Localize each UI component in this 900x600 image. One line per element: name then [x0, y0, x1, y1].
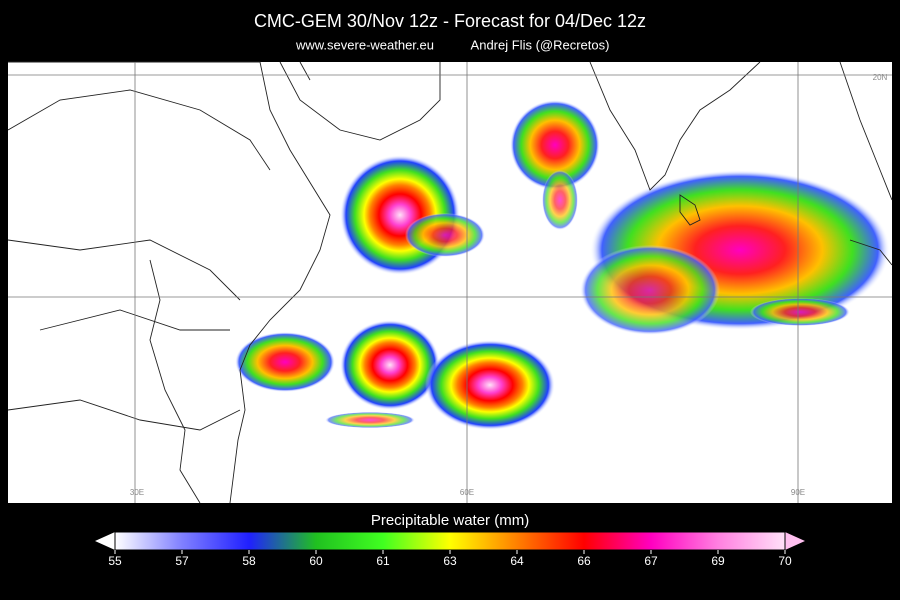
grid-label: 20N	[873, 73, 888, 82]
colorbar-tick-label: 67	[644, 554, 658, 568]
grid-label: 30E	[130, 488, 144, 497]
colorbar-tick-label: 69	[711, 554, 725, 568]
colorbar-bar	[114, 531, 786, 551]
colorbar-under	[95, 532, 115, 550]
map: 30E 60E 90E 20N	[7, 61, 893, 504]
coastlines	[7, 61, 893, 504]
colorbar-tick-label: 55	[108, 554, 122, 568]
colorbar-tick-label: 61	[376, 554, 390, 568]
grid-label: 60E	[460, 488, 474, 497]
source: www.severe-weather.eu	[295, 37, 434, 52]
colorbar-tick-label: 64	[510, 554, 524, 568]
colorbar-tick-label: 63	[443, 554, 457, 568]
colorbar: 55 57 58 60 61 63 64 66 67 69 70	[95, 531, 805, 568]
grid-label: 90E	[791, 488, 805, 497]
colorbar-tick-label: 70	[778, 554, 792, 568]
colorbar-tick-label: 57	[175, 554, 189, 568]
colorbar-label: Precipitable water (mm)	[371, 512, 529, 529]
author: Andrej Flis (@Recretos)	[471, 37, 610, 52]
precip-field	[235, 100, 890, 430]
colorbar-tick-label: 58	[242, 554, 256, 568]
colorbar-tick-label: 66	[577, 554, 591, 568]
title: CMC-GEM 30/Nov 12z - Forecast for 04/Dec…	[254, 11, 646, 31]
colorbar-over	[785, 532, 805, 550]
colorbar-tick-label: 60	[309, 554, 323, 568]
